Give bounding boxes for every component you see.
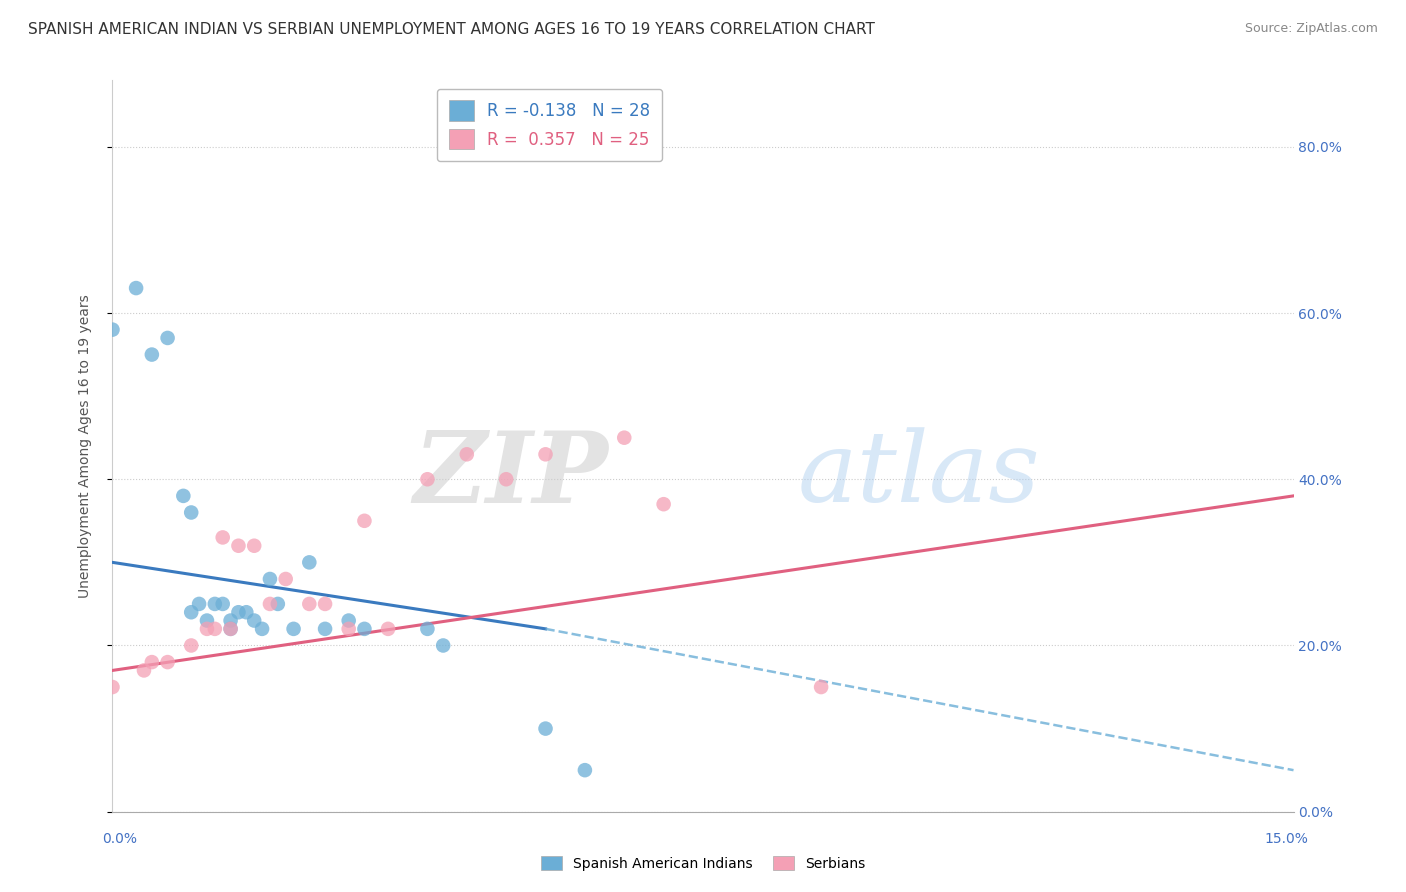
Point [125,281,148,295]
Point [267,597,290,611]
Point [314,597,336,611]
Point [172,489,194,503]
Point [195,614,218,628]
Point [456,447,478,461]
Point [101,323,124,337]
Point [353,622,375,636]
Point [250,622,273,636]
Point [810,680,832,694]
Text: 15.0%: 15.0% [1264,832,1309,846]
Point [259,572,281,586]
Point [141,655,163,669]
Point [353,514,375,528]
Point [219,622,242,636]
Point [534,447,557,461]
Point [243,614,266,628]
Point [219,614,242,628]
Point [211,530,233,544]
Point [180,639,202,653]
Legend: Spanish American Indians, Serbians: Spanish American Indians, Serbians [536,850,870,876]
Point [259,597,281,611]
Point [574,763,596,777]
Point [219,622,242,636]
Point [132,664,155,678]
Point [211,597,233,611]
Point [195,622,218,636]
Point [228,605,250,619]
Point [613,431,636,445]
Point [243,539,266,553]
Point [337,622,360,636]
Text: atlas: atlas [797,427,1040,523]
Point [204,597,226,611]
Point [180,506,202,520]
Point [156,331,179,345]
Text: Source: ZipAtlas.com: Source: ZipAtlas.com [1244,22,1378,36]
Point [228,539,250,553]
Y-axis label: Unemployment Among Ages 16 to 19 years: Unemployment Among Ages 16 to 19 years [77,294,91,598]
Text: 0.0%: 0.0% [103,832,136,846]
Point [156,655,179,669]
Point [432,639,454,653]
Point [298,555,321,569]
Point [101,680,124,694]
Point [337,614,360,628]
Point [534,722,557,736]
Text: ZIP: ZIP [413,427,609,524]
Point [141,348,163,362]
Point [652,497,675,511]
Point [416,622,439,636]
Point [495,472,517,486]
Point [180,605,202,619]
Point [274,572,297,586]
Point [416,472,439,486]
Point [204,622,226,636]
Point [283,622,305,636]
Legend: R = -0.138   N = 28, R =  0.357   N = 25: R = -0.138 N = 28, R = 0.357 N = 25 [437,88,662,161]
Point [235,605,257,619]
Point [377,622,399,636]
Text: SPANISH AMERICAN INDIAN VS SERBIAN UNEMPLOYMENT AMONG AGES 16 TO 19 YEARS CORREL: SPANISH AMERICAN INDIAN VS SERBIAN UNEMP… [28,22,875,37]
Point [188,597,211,611]
Point [314,622,336,636]
Point [298,597,321,611]
